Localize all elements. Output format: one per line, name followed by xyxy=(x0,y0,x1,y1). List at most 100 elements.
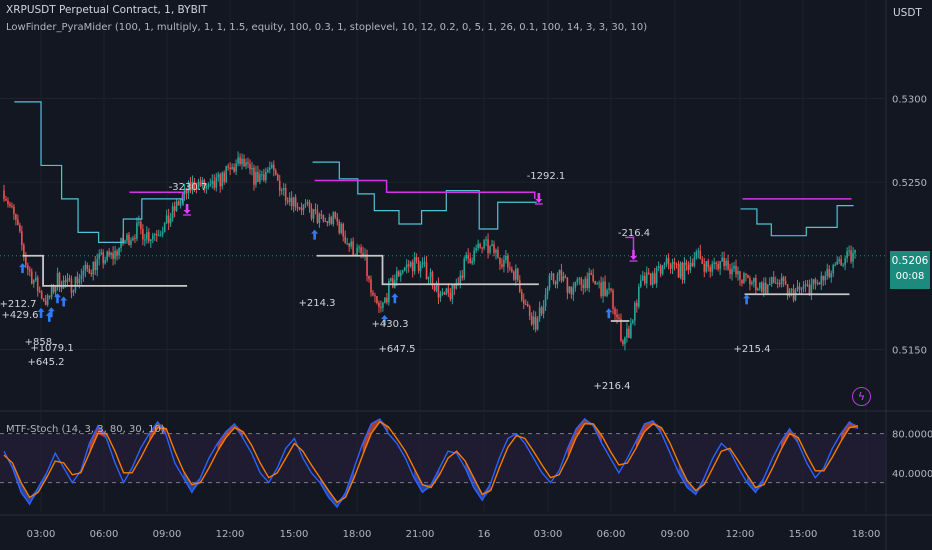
candle-body xyxy=(570,286,573,295)
candle-body xyxy=(796,286,799,291)
candle-body xyxy=(516,268,519,281)
candle-body xyxy=(21,231,23,246)
candle-body xyxy=(733,266,735,269)
candle-body xyxy=(749,278,751,285)
candle-body xyxy=(151,235,154,240)
candle-body xyxy=(213,180,216,188)
candle-body xyxy=(148,232,150,242)
strategy-legend[interactable]: LowFinder_PyraMider (100, 1, multiply, 1… xyxy=(6,22,648,33)
candle-body xyxy=(693,257,696,266)
candle-body xyxy=(719,261,721,269)
entry-arrow xyxy=(381,314,389,325)
candle-body xyxy=(826,269,829,276)
candle-body xyxy=(774,282,777,284)
candle-body xyxy=(265,171,267,181)
candle-body xyxy=(38,290,41,292)
stop-level-line xyxy=(22,254,188,287)
candle-body xyxy=(725,260,727,266)
candle-body xyxy=(126,234,128,241)
candle-body xyxy=(515,268,517,280)
candle-body xyxy=(169,218,172,224)
candle-body xyxy=(610,288,612,291)
candle-body xyxy=(435,283,438,291)
entry-label: +1079.1 xyxy=(30,343,73,354)
candle-body xyxy=(66,278,69,282)
candle-body xyxy=(88,268,91,274)
candle-body xyxy=(794,290,797,301)
entry-arrow xyxy=(60,296,68,307)
stoch-oversold-fill xyxy=(413,467,423,493)
oscillator-legend[interactable]: MTF-Stoch (14, 3, 3, 80, 30, 10) xyxy=(6,424,165,435)
time-tick-label: 06:00 xyxy=(90,529,119,540)
price-series xyxy=(3,151,856,351)
candle-body xyxy=(316,210,319,224)
candle-body xyxy=(441,292,444,294)
candle-body xyxy=(814,279,817,284)
candle-body xyxy=(44,300,47,305)
candle-body xyxy=(723,257,725,266)
candle-body xyxy=(582,284,585,289)
candle-body xyxy=(439,293,442,298)
candle-body xyxy=(481,247,483,249)
lightning-icon[interactable]: ϟ xyxy=(852,387,871,406)
stoch-overbought-fill xyxy=(635,423,645,449)
candle-body xyxy=(390,278,392,281)
candle-body xyxy=(116,250,118,256)
candle-body xyxy=(499,257,501,265)
candle-body xyxy=(177,201,180,206)
candle-body xyxy=(52,285,55,293)
candle-body xyxy=(231,167,233,169)
candle-body xyxy=(395,271,398,281)
candle-body xyxy=(415,257,418,261)
candle-body xyxy=(469,258,471,264)
candle-body xyxy=(175,201,178,211)
candle-body xyxy=(842,264,844,266)
candle-body xyxy=(397,271,400,277)
candle-body xyxy=(711,263,714,272)
time-tick-label: 18:00 xyxy=(852,529,881,540)
candle-body xyxy=(306,202,309,204)
candle-body xyxy=(42,298,45,301)
candle-body xyxy=(15,213,17,220)
candle-body xyxy=(840,259,842,266)
candle-body xyxy=(467,254,470,259)
candle-body xyxy=(743,273,745,284)
candle-body xyxy=(25,256,27,266)
candle-body xyxy=(209,183,212,185)
symbol-title[interactable]: XRPUSDT Perpetual Contract, 1, BYBIT xyxy=(6,4,208,16)
candle-body xyxy=(778,283,781,285)
candle-body xyxy=(705,261,708,272)
candle-body xyxy=(455,282,458,289)
candle-body xyxy=(663,263,666,266)
candle-body xyxy=(655,267,658,284)
candle-body xyxy=(286,200,289,202)
target-line xyxy=(314,179,536,199)
candle-body xyxy=(368,276,370,280)
candle-body xyxy=(62,280,65,289)
candle-body xyxy=(124,240,126,244)
candle-body xyxy=(23,245,25,257)
time-tick-label: 15:00 xyxy=(280,529,309,540)
candle-body xyxy=(136,222,138,239)
candle-body xyxy=(594,280,596,285)
candle-body xyxy=(802,286,805,289)
candle-body xyxy=(600,282,602,297)
candle-body xyxy=(235,163,237,172)
candle-body xyxy=(762,282,765,293)
candle-body xyxy=(257,171,259,182)
candle-body xyxy=(588,273,591,289)
candle-body xyxy=(497,249,499,258)
candle-body xyxy=(157,235,160,237)
candle-body xyxy=(296,207,299,209)
candle-body xyxy=(447,288,450,293)
candle-body xyxy=(780,277,783,285)
candle-body xyxy=(318,214,321,224)
candle-body xyxy=(259,174,261,182)
candle-body xyxy=(745,273,747,276)
candle-body xyxy=(739,271,741,280)
candle-body xyxy=(376,296,378,304)
candle-body xyxy=(308,202,311,208)
candle-body xyxy=(768,283,771,285)
candle-body xyxy=(522,299,525,304)
